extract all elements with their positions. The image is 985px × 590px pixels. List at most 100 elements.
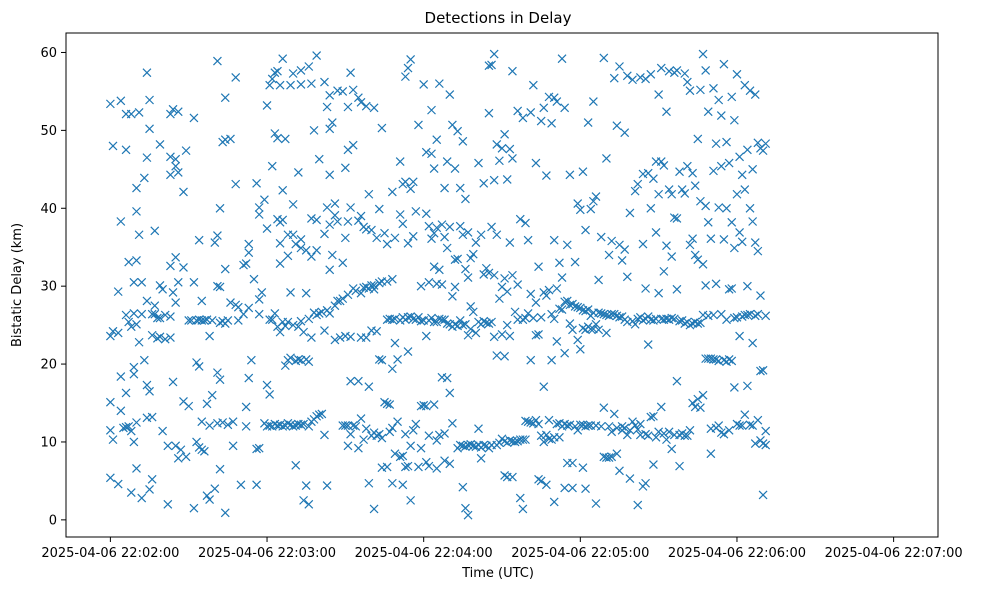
data-point [317, 307, 327, 317]
data-point [440, 232, 449, 242]
data-point [573, 302, 583, 312]
data-point [414, 462, 423, 472]
data-point [703, 217, 713, 227]
data-point [252, 444, 262, 454]
data-point [466, 253, 476, 263]
data-point [314, 309, 324, 318]
data-point [312, 411, 322, 421]
data-point [387, 478, 397, 488]
data-point [400, 462, 410, 472]
data-point [239, 260, 248, 270]
data-point [273, 133, 282, 143]
data-point [659, 266, 669, 276]
data-point [450, 164, 460, 173]
data-point [150, 301, 160, 311]
data-point [134, 230, 144, 240]
data-point [732, 189, 742, 199]
data-point [129, 437, 139, 447]
data-point [244, 248, 254, 258]
data-point [675, 167, 684, 177]
data-point [265, 390, 275, 399]
data-point [429, 317, 439, 327]
data-point [304, 314, 314, 324]
data-point [228, 441, 238, 451]
data-point [168, 104, 178, 114]
data-point [179, 187, 188, 197]
data-point [372, 233, 382, 243]
data-point [215, 375, 225, 385]
data-point [213, 231, 222, 240]
data-point [604, 250, 614, 260]
data-point [440, 183, 449, 193]
x-tick-label: 2025-04-06 22:04:00 [355, 546, 493, 561]
data-point [403, 461, 413, 471]
data-point [753, 309, 763, 319]
data-point [562, 421, 572, 431]
data-point [581, 225, 590, 235]
data-point [549, 235, 559, 245]
data-point [265, 421, 275, 431]
x-tick-label: 2025-04-06 22:07:00 [825, 546, 963, 561]
data-point [304, 62, 314, 71]
data-point [267, 74, 277, 84]
data-point [641, 429, 651, 439]
data-point [432, 223, 442, 233]
data-point [353, 376, 363, 386]
data-point [296, 316, 306, 326]
data-point [147, 330, 157, 340]
data-point [252, 178, 262, 188]
data-point [369, 103, 379, 113]
y-axis: 0 10 20 30 40 50 60 [40, 46, 66, 528]
data-point [515, 214, 525, 224]
data-point [395, 157, 405, 166]
data-point [716, 428, 726, 438]
data-point [207, 316, 217, 325]
data-point [476, 453, 486, 463]
data-point [244, 239, 254, 249]
data-point [479, 270, 489, 279]
data-point [599, 53, 609, 63]
data-point [534, 419, 543, 429]
data-point [346, 68, 355, 78]
data-point [735, 227, 745, 237]
data-point [184, 316, 194, 325]
chart-title: Detections in Delay [425, 9, 572, 27]
data-point [142, 296, 152, 306]
data-point [515, 493, 525, 503]
data-point [124, 421, 134, 431]
data-point [659, 428, 669, 438]
data-point [620, 423, 630, 433]
data-point [737, 312, 747, 321]
data-point [134, 337, 144, 347]
data-point [714, 421, 724, 431]
data-point [434, 79, 444, 89]
data-point [398, 219, 408, 229]
data-point [583, 421, 593, 431]
data-point [742, 381, 752, 391]
data-point [387, 315, 397, 325]
data-point [727, 356, 737, 366]
data-point [607, 427, 617, 437]
data-point [129, 277, 139, 287]
data-point [630, 421, 640, 431]
data-point [510, 307, 520, 317]
data-point [314, 154, 324, 164]
data-point [544, 285, 554, 295]
data-point [463, 227, 473, 237]
data-point [280, 134, 290, 144]
y-tick-label: 50 [40, 124, 57, 139]
data-point [680, 69, 690, 78]
data-point [293, 354, 303, 364]
data-point [205, 331, 215, 341]
data-point [591, 499, 601, 508]
data-point [427, 149, 436, 159]
data-point [701, 65, 711, 75]
data-point [695, 85, 705, 95]
data-point [288, 320, 298, 330]
data-point [719, 59, 729, 69]
data-point [547, 355, 557, 365]
data-point [701, 201, 711, 211]
data-point [346, 429, 355, 439]
data-point [280, 321, 290, 331]
data-point [633, 314, 643, 324]
